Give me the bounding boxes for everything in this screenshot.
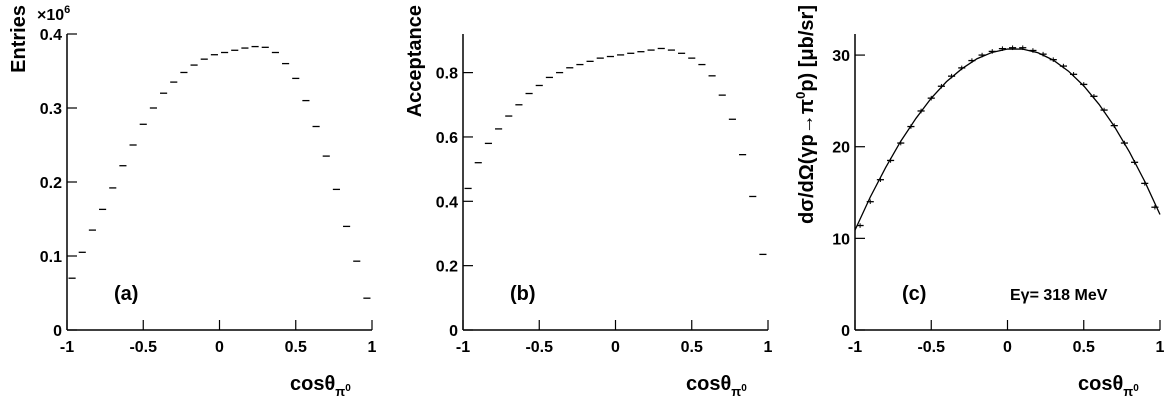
x-tick-label: -1: [456, 339, 470, 356]
y-tick-label: 0.6: [436, 130, 458, 147]
y-axis-label: dσ/dΩ(γp→π0p) [μb/sr]: [793, 5, 818, 224]
y-tick-label: 0: [449, 323, 458, 340]
x-label-sub-sup: 0: [345, 383, 351, 394]
x-tick-label: -0.5: [525, 339, 553, 356]
y-tick-label: 0.2: [40, 175, 62, 192]
x-axis-label: cosθπ0: [686, 373, 747, 399]
x-tick-label: 0.5: [1073, 339, 1095, 356]
x-label-sub: π: [731, 384, 741, 399]
x-label-sub-sup: 0: [1133, 383, 1139, 394]
x-label-sub: π: [335, 384, 345, 399]
panel: 0 0.1 0.2 0.3 0.4 -1 -0.5 0 0.5 1 ×106 Entries cosθπ…: [8, 4, 377, 399]
x-label-sub-sup: 0: [741, 383, 747, 394]
panel-label: (c): [902, 283, 926, 305]
fit-curve: [854, 48, 1161, 231]
y-tick-label: 30: [832, 48, 850, 65]
x-tick-label: -0.5: [917, 339, 945, 356]
x-tick-label: 1: [764, 339, 773, 356]
x-tick-label: -1: [848, 339, 862, 356]
y-multiplier: ×106: [37, 4, 70, 24]
y-tick-label: 0: [841, 323, 850, 340]
y-tick-label: 0.4: [436, 194, 458, 211]
y-label-end: p) [μb/sr]: [796, 5, 818, 92]
x-tick-label: 1: [1156, 339, 1164, 356]
y-label-sup: 0: [793, 92, 808, 99]
x-label-text: cosθ: [1078, 373, 1123, 395]
x-label-text: cosθ: [290, 373, 335, 395]
y-label-text: Acceptance: [404, 5, 426, 117]
y-axis-label: Entries: [8, 5, 30, 73]
panel-label: (b): [510, 283, 536, 305]
x-tick-label: -0.5: [129, 339, 157, 356]
y-tick-label: 20: [832, 140, 850, 157]
x-tick-label: 0: [611, 339, 620, 356]
energy-label: Eγ= 318 MeV: [1010, 287, 1108, 304]
x-label-text: cosθ: [686, 373, 731, 395]
x-tick-label: 0.5: [285, 339, 307, 356]
x-tick-label: 1: [368, 339, 377, 356]
x-label-sub: π: [1123, 384, 1133, 399]
y-tick-label: 0.2: [436, 259, 458, 276]
y-tick-label: 0.8: [436, 66, 458, 83]
y-multiplier-base: ×10: [37, 7, 64, 24]
y-label-text: dσ/dΩ(γp→π: [796, 99, 818, 224]
x-tick-label: 0: [1003, 339, 1012, 356]
x-tick-label: 0.5: [681, 339, 703, 356]
x-tick-label: 0: [215, 339, 224, 356]
x-axis-label: cosθπ0: [1078, 373, 1139, 399]
y-tick-label: 0.1: [40, 249, 62, 266]
y-tick-label: 10: [832, 231, 850, 248]
y-tick-label: 0: [53, 323, 62, 340]
x-tick-label: -1: [60, 339, 74, 356]
y-tick-label: 0.4: [40, 27, 62, 44]
y-tick-label: 0.3: [40, 101, 62, 118]
y-label-text: Entries: [8, 5, 30, 73]
panel: 00.20.40.60.8-1 -0.5 0 0.5 1Acceptancecosθπ0…: [404, 5, 773, 399]
y-multiplier-exp: 6: [64, 4, 70, 16]
x-axis-label: cosθπ0: [290, 373, 351, 399]
panel-label: (a): [114, 283, 138, 305]
y-axis-label: Acceptance: [404, 5, 426, 117]
